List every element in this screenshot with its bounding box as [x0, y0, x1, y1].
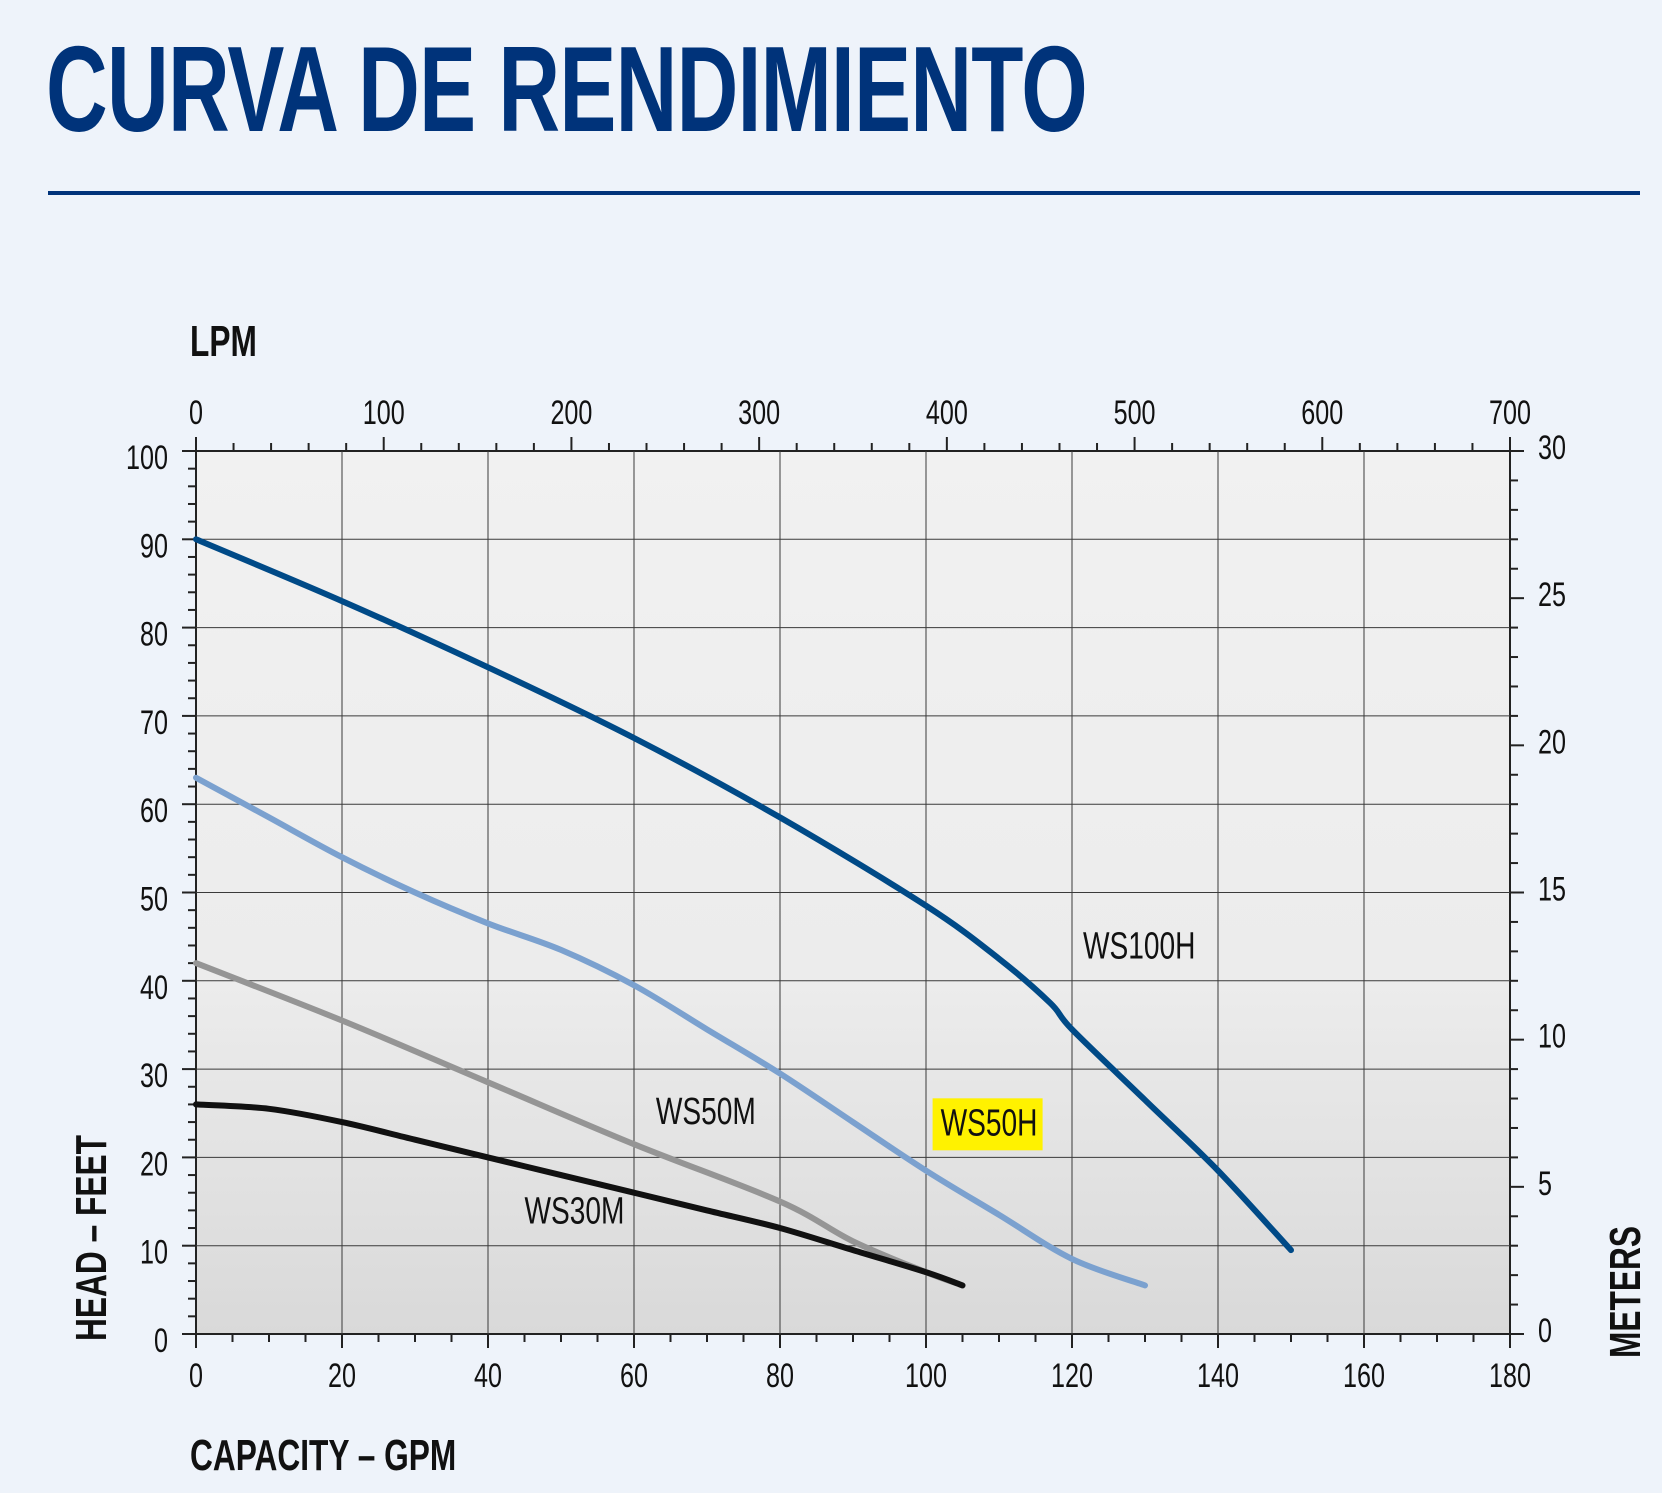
series-label-ws50m: WS50M [656, 1091, 756, 1133]
axis-ticks [182, 437, 1524, 1348]
x2-tick-label: 300 [738, 394, 780, 432]
x2-axis-label: LPM [190, 317, 257, 366]
x2-tick-label: 500 [1114, 394, 1156, 432]
x-tick-label: 180 [1489, 1357, 1531, 1395]
series-label-ws100h: WS100H [1083, 926, 1195, 968]
y2-tick-label: 15 [1538, 871, 1566, 909]
y-tick-label: 30 [140, 1058, 168, 1096]
y2-tick-label: 5 [1538, 1165, 1552, 1203]
y-tick-label: 20 [140, 1146, 168, 1184]
x-tick-label: 140 [1197, 1357, 1239, 1395]
series-line-ws30m [193, 1101, 966, 1289]
y-tick-label: 40 [140, 969, 168, 1007]
x2-tick-label: 0 [189, 394, 203, 432]
series-layer [193, 536, 1294, 1289]
x2-tick-label: 400 [926, 394, 968, 432]
x-tick-label: 120 [1051, 1357, 1093, 1395]
x-tick-label: 160 [1343, 1357, 1385, 1395]
x-tick-label: 60 [620, 1357, 648, 1395]
series-line-ws50m [193, 960, 966, 1289]
y-tick-label: 90 [140, 528, 168, 566]
series-label-ws30m: WS30M [525, 1191, 625, 1233]
series-label-highlight-ws50h [932, 1098, 1043, 1151]
y-tick-label: 70 [140, 704, 168, 742]
y2-tick-label: 10 [1538, 1018, 1566, 1056]
x-tick-label: 80 [766, 1357, 794, 1395]
series-line-ws100h [193, 536, 1294, 1254]
x-tick-label: 100 [905, 1357, 947, 1395]
x2-tick-label: 100 [363, 394, 405, 432]
x-axis-label: CAPACITY – GPM [190, 1431, 456, 1480]
series-label-ws50h: WS50H [941, 1102, 1038, 1144]
y2-tick-label: 25 [1538, 577, 1566, 615]
series-line-ws50h [193, 774, 1148, 1289]
y-tick-label: 80 [140, 616, 168, 654]
x-tick-label: 40 [474, 1357, 502, 1395]
y-tick-label: 60 [140, 793, 168, 831]
x2-tick-label: 200 [550, 394, 592, 432]
x-tick-label: 0 [189, 1357, 203, 1395]
y2-tick-label: 30 [1538, 429, 1566, 467]
x2-tick-label: 600 [1301, 394, 1343, 432]
y2-tick-label: 20 [1538, 724, 1566, 762]
x-tick-label: 20 [328, 1357, 356, 1395]
y-tick-label: 0 [154, 1322, 168, 1360]
x2-tick-label: 700 [1489, 394, 1531, 432]
y2-axis-label: METERS [1601, 1226, 1650, 1358]
title-divider [48, 191, 1640, 195]
y-tick-label: 100 [126, 439, 168, 477]
grid-lines [196, 451, 1510, 1334]
y-axis-label: HEAD – FEET [67, 1135, 116, 1341]
y-tick-label: 10 [140, 1234, 168, 1272]
y2-tick-label: 0 [1538, 1312, 1552, 1350]
page-title: CURVA DE RENDIMIENTO [46, 21, 1088, 157]
y-tick-label: 50 [140, 881, 168, 919]
series-labels: WS100H WS50H WS50M WS30M [525, 926, 1196, 1233]
